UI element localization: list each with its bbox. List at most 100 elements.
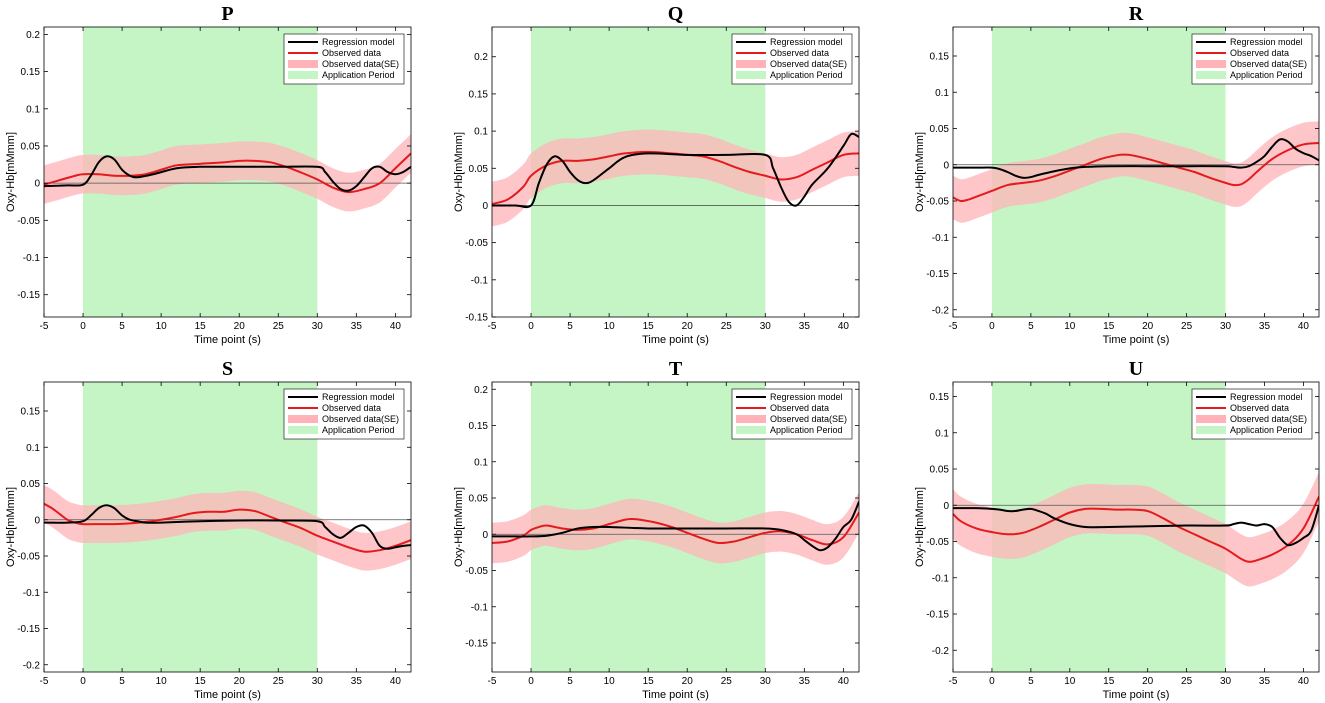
x-tick-label: -5 <box>488 676 497 687</box>
observed-se-band <box>953 471 1319 587</box>
x-tick-label: 25 <box>721 676 733 687</box>
legend-label: Application Period <box>1230 425 1303 435</box>
observed-se-band <box>44 134 411 212</box>
y-tick-label: -0.1 <box>23 588 41 599</box>
x-tick-label: 40 <box>390 321 402 332</box>
legend-label: Application Period <box>322 425 395 435</box>
panel-title: R <box>1129 3 1144 25</box>
x-tick-label: 25 <box>1181 676 1193 687</box>
regression-model-line <box>44 155 411 192</box>
x-tick-label: 5 <box>119 676 125 687</box>
x-tick-label: -5 <box>40 321 49 332</box>
x-axis-label: Time point (s) <box>642 334 709 346</box>
y-tick-label: 0.05 <box>21 141 41 152</box>
legend-label: Regression model <box>770 392 843 402</box>
legend-swatch-se <box>288 60 318 68</box>
panel-title: P <box>221 3 233 25</box>
x-tick-label: 35 <box>799 321 811 332</box>
y-tick-label: 0.05 <box>469 164 489 175</box>
panel-q: -5 0 5 10 15 20 25 30 35 40 -0.15 -0.1 -0.05 0 0.05 0.1… <box>453 3 860 346</box>
legend-label: Regression model <box>322 37 395 47</box>
y-tick-label: -0.2 <box>932 305 950 316</box>
x-tick-label: 40 <box>1298 676 1310 687</box>
regression-model-line <box>953 504 1319 547</box>
regression-model-line <box>492 501 859 552</box>
observed-se-band <box>44 484 411 571</box>
y-tick-label: -0.15 <box>465 639 488 650</box>
y-tick-label: -0.2 <box>932 646 950 657</box>
x-tick-label: 30 <box>1220 321 1232 332</box>
legend-swatch-application <box>288 426 318 434</box>
x-tick-label: 0 <box>80 676 86 687</box>
y-tick-label: -0.1 <box>23 253 41 264</box>
x-tick-label: 15 <box>643 676 655 687</box>
y-tick-label: -0.1 <box>932 233 950 244</box>
x-axis-label: Time point (s) <box>642 689 709 701</box>
x-tick-label: 5 <box>567 676 573 687</box>
y-tick-label: 0.1 <box>474 457 488 468</box>
x-tick-label: 5 <box>119 321 125 332</box>
legend-label: Application Period <box>770 425 843 435</box>
y-tick-label: 0.1 <box>26 104 40 115</box>
legend-swatch-se <box>1196 415 1226 423</box>
y-tick-label: 0 <box>482 530 488 541</box>
y-axis-label: Oxy-Hb[mMmm] <box>914 132 926 212</box>
y-tick-label: 0.2 <box>474 385 488 396</box>
y-tick-label: 0.05 <box>930 465 950 476</box>
legend-label: Observed data <box>1230 48 1289 58</box>
observed-data-line <box>953 496 1319 563</box>
axes-frame <box>43 381 412 673</box>
y-tick-label: -0.15 <box>926 269 949 280</box>
y-tick-label: -0.05 <box>17 216 40 227</box>
legend-swatch-se <box>736 60 766 68</box>
x-tick-label: 35 <box>351 676 363 687</box>
y-tick-label: 0.15 <box>469 421 489 432</box>
y-tick-label: 0.1 <box>935 428 949 439</box>
y-tick-label: 0.1 <box>26 443 40 454</box>
panel-s: -5 0 5 10 15 20 25 30 35 40 -0.2 -0.15 -0.1 -0.05 0 0.0… <box>5 358 412 701</box>
y-tick-label: 0.05 <box>469 494 489 505</box>
x-tick-label: 15 <box>1103 676 1115 687</box>
y-tick-label: -0.2 <box>23 660 41 671</box>
y-axis-label: Oxy-Hb[mMmm] <box>5 132 17 212</box>
legend-label: Application Period <box>770 70 843 80</box>
y-tick-label: -0.15 <box>17 624 40 635</box>
x-tick-label: 40 <box>838 676 850 687</box>
panel-p: -5 0 5 10 15 20 25 30 35 40 -0.15 -0.1 -0.05 0 0.05 0.1… <box>5 3 412 346</box>
x-tick-label: -5 <box>488 321 497 332</box>
legend-label: Observed data <box>770 403 829 413</box>
panel-title: S <box>222 358 233 380</box>
legend-swatch-application <box>1196 426 1226 434</box>
x-tick-label: -5 <box>40 676 49 687</box>
x-tick-label: 0 <box>528 321 534 332</box>
y-tick-label: 0.1 <box>935 88 949 99</box>
legend-label: Application Period <box>322 70 395 80</box>
x-tick-label: 15 <box>1103 321 1115 332</box>
x-tick-label: 25 <box>273 676 285 687</box>
y-tick-label: -0.15 <box>17 290 40 301</box>
y-tick-label: -0.1 <box>471 602 489 613</box>
legend-swatch-se <box>288 415 318 423</box>
x-tick-label: 25 <box>273 321 285 332</box>
y-tick-label: 0.05 <box>930 124 950 135</box>
observed-se-band <box>492 129 859 227</box>
x-tick-label: 15 <box>195 676 207 687</box>
x-axis-label: Time point (s) <box>1103 689 1170 701</box>
y-tick-label: 0.1 <box>474 127 488 138</box>
y-tick-label: 0.15 <box>21 407 41 418</box>
y-tick-label: 0.05 <box>21 479 41 490</box>
x-tick-label: -5 <box>949 321 958 332</box>
y-tick-label: 0.2 <box>474 52 488 63</box>
x-tick-label: 10 <box>156 321 168 332</box>
y-axis-label: Oxy-Hb[mMmm] <box>453 487 465 567</box>
panel-u: -5 0 5 10 15 20 25 30 35 40 -0.2 -0.15 -0.1 -0.05 0 0.0… <box>914 358 1320 701</box>
regression-model-line <box>44 504 411 550</box>
x-tick-label: 30 <box>760 676 772 687</box>
x-tick-label: 10 <box>156 676 168 687</box>
legend-label: Observed data <box>770 48 829 58</box>
legend-label: Observed data(SE) <box>1230 414 1307 424</box>
